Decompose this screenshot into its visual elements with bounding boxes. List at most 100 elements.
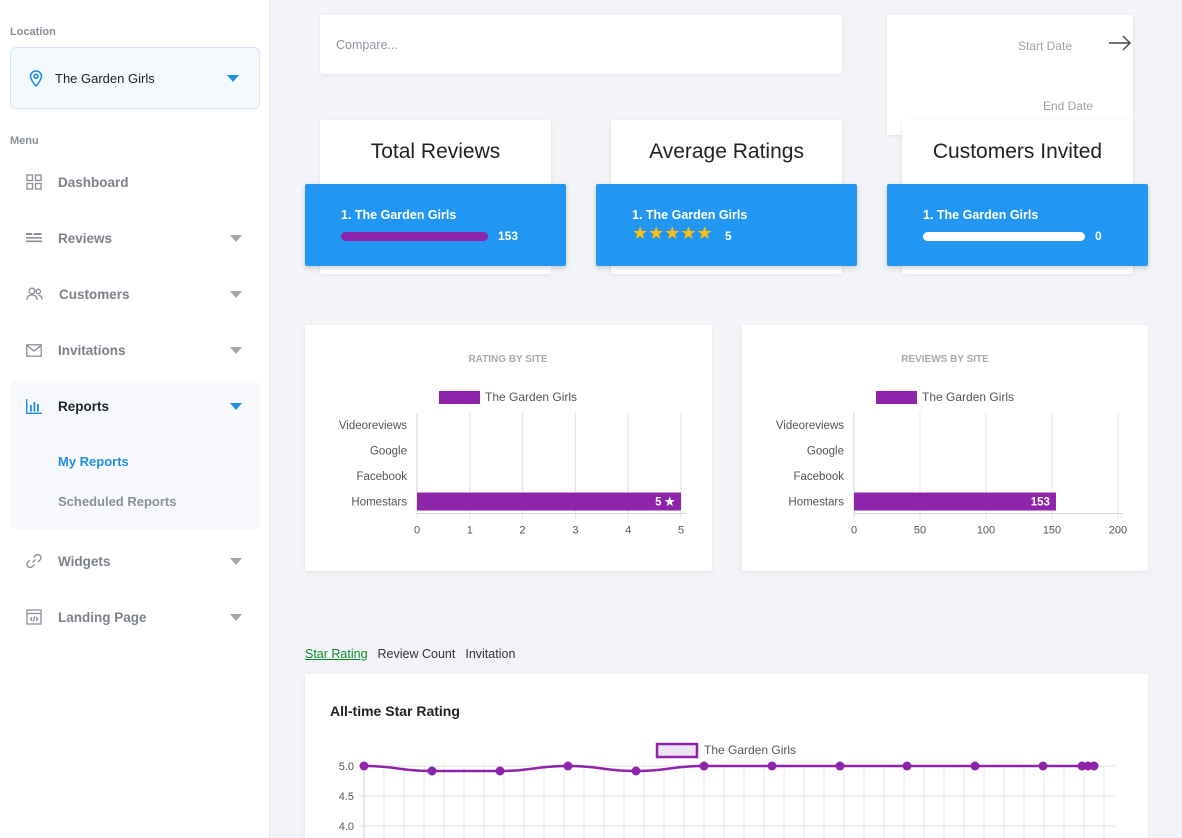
chevron-down-icon [227,74,239,82]
chevron-down-icon [230,557,242,565]
sidebar-item-label: Landing Page [58,609,147,625]
date-range-picker: Start Date End Date [887,15,1133,135]
sidebar-item-label: Dashboard [58,174,129,190]
menu-heading: Menu [10,135,39,147]
chart-title: RATING BY SITE [468,354,547,365]
x-tick-label: 0 [851,525,857,537]
envelope-icon [26,343,42,357]
reports-group: Reports My Reports Scheduled Reports [10,380,260,530]
review-count-value: 153 [498,229,519,243]
x-tick-label: 2 [520,525,526,537]
card-title: Customers Invited [932,140,1103,163]
x-tick-label: 0 [414,525,420,537]
x-tick-label: 3 [572,525,578,537]
y-tick-label: Google [370,446,407,458]
data-label: 5 ★ [655,496,676,509]
card-title: Total Reviews [370,140,501,163]
link-icon [26,553,42,569]
invited-count-bar [923,232,1085,241]
y-tick-label: Homestars [351,497,407,509]
y-tick-label: Homestars [788,497,844,509]
data-point [902,761,912,771]
sidebar-item-label: Reports [58,398,110,414]
data-point [835,761,845,771]
compare-input[interactable]: Compare... [320,15,842,74]
sidebar-item-reviews[interactable]: Reviews [10,216,260,260]
sidebar-item-landing-page[interactable]: Landing Page [10,595,260,639]
y-tick-label: Google [807,446,844,458]
data-point [359,761,369,771]
sidebar-item-label: Customers [59,286,130,302]
chevron-down-icon [230,613,242,621]
review-count-bar [341,232,488,241]
legend-label: The Garden Girls [704,743,796,757]
sidebar-item-customers[interactable]: Customers [10,272,260,316]
map-pin-icon [29,69,43,87]
y-tick-label: Videoreviews [339,420,407,432]
sidebar-subitem-my-reports[interactable]: My Reports [58,454,129,469]
y-tick-label: 4.0 [339,821,354,833]
report-tabs: Star Rating Review Count Invitation [305,647,515,661]
card-title: Average Ratings [649,140,804,163]
x-tick-label: 150 [1043,525,1061,537]
star-rating-line-chart: The Garden Girls 5.0 4.5 4.0 [339,742,1115,838]
data-label: 153 [1031,497,1050,509]
invited-count-value: 0 [1095,229,1102,243]
data-point [970,761,980,771]
x-tick-label: 100 [977,525,995,537]
data-point [699,761,709,771]
tab-star-rating[interactable]: Star Rating [305,647,368,661]
legend-swatch [876,391,917,404]
sidebar: Location The Garden Girls Menu Dashboard… [0,0,270,838]
code-page-icon [26,609,42,625]
chevron-down-icon [230,402,242,410]
chart-title: All-time Star Rating [330,703,460,719]
location-name: 1. The Garden Girls [632,208,748,222]
bar [417,492,681,511]
sidebar-subitem-scheduled-reports[interactable]: Scheduled Reports [58,494,177,509]
data-point [1089,761,1099,771]
sidebar-item-reports[interactable]: Reports [10,384,260,428]
data-point [631,766,641,776]
tab-invitation[interactable]: Invitation [465,647,516,661]
start-date-field[interactable]: Start Date [1017,39,1072,53]
y-tick-label: 5.0 [339,761,354,773]
data-point [495,766,505,776]
star-rating-icons: ★★★★★ [632,223,713,243]
chevron-down-icon [230,346,242,354]
rating-value: 5 [725,229,732,243]
rating-by-site-panel: RATING BY SITE The Garden Girls 0 1 2 3 4 5 Vi… [305,325,712,571]
data-point [767,761,777,771]
legend-label: The Garden Girls [922,390,1014,404]
x-tick-label: 200 [1109,525,1127,537]
sidebar-item-label: Reviews [58,230,113,246]
chevron-down-icon [230,234,242,242]
sidebar-item-label: Invitations [58,342,126,358]
sidebar-item-dashboard[interactable]: Dashboard [10,160,260,204]
data-point [563,761,573,771]
quote-icon [26,233,42,243]
average-ratings-panel: 1. The Garden Girls ★★★★★ 5 [596,184,857,266]
legend-swatch [439,391,480,404]
y-tick-label: Videoreviews [776,420,844,432]
tab-review-count[interactable]: Review Count [377,647,456,661]
x-tick-label: 50 [914,525,926,537]
legend-label: The Garden Girls [485,390,577,404]
rating-by-site-chart: RATING BY SITE The Garden Girls 0 1 2 3 4 5 Vi… [339,354,686,537]
location-name: 1. The Garden Girls [923,208,1039,222]
all-time-star-rating-panel: All-time Star Rating The Garden Girls 5.… [305,674,1148,838]
customers-invited-panel: 1. The Garden Girls 0 [887,184,1148,266]
sidebar-item-invitations[interactable]: Invitations [10,328,260,372]
y-tick-label: Facebook [793,471,844,483]
x-tick-label: 5 [678,525,684,537]
end-date-field[interactable]: End Date [1042,99,1093,113]
sidebar-item-label: Widgets [58,553,111,569]
reviews-by-site-chart: REVIEWS BY SITE The Garden Girls 0 50 100 1… [776,354,1127,537]
location-select[interactable]: The Garden Girls [10,47,260,109]
bar-chart-icon [26,398,42,414]
x-tick-label: 1 [467,525,473,537]
y-tick-label: 4.5 [339,791,354,803]
compare-placeholder: Compare... [336,37,398,52]
location-name: 1. The Garden Girls [341,208,457,222]
sidebar-item-widgets[interactable]: Widgets [10,539,260,583]
